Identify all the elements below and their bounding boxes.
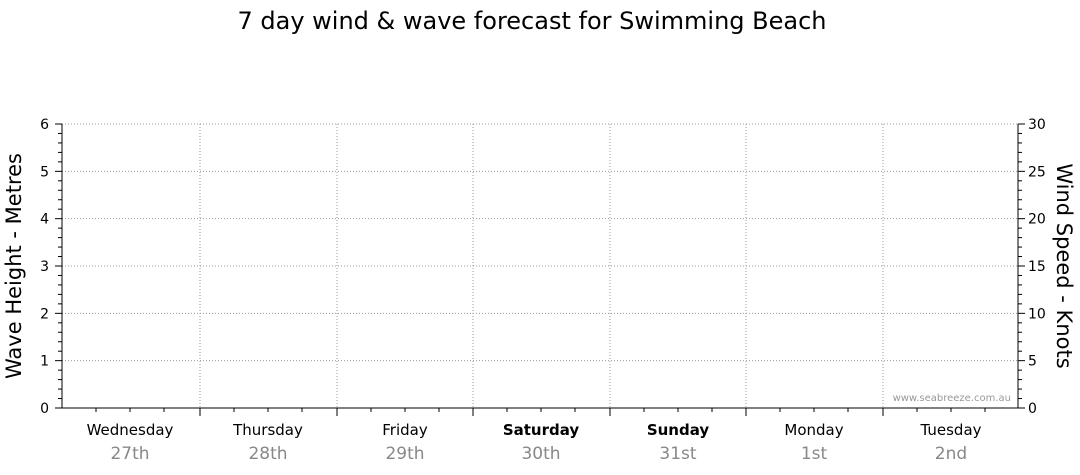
left-tick-label: 1 [40,354,49,370]
right-tick-label: 10 [1028,306,1046,322]
left-tick-label: 3 [40,259,49,275]
day-label: Sunday [647,421,710,439]
day-label: Thursday [232,421,303,439]
watermark: www.seabreeze.com.au [893,393,1011,404]
right-tick-label: 20 [1028,212,1046,228]
left-tick-label: 4 [40,212,49,228]
date-label: 29th [385,444,424,464]
grid [62,123,1018,408]
right-tick-label: 15 [1028,259,1046,275]
right-axis-title: Wind Speed - Knots [1052,163,1076,368]
right-tick-label: 5 [1028,354,1037,370]
date-label: 30th [521,444,560,464]
date-label: 27th [110,444,149,464]
axis-labels: 0 1 2 3 4 5 6 0 5 10 15 20 25 30 Wednesday 27th Thursday… [40,117,1046,464]
day-label: Friday [382,421,428,439]
day-label: Monday [784,421,843,439]
axes [55,123,1025,416]
left-axis-title: Wave Height - Metres [2,153,26,379]
left-tick-label: 0 [40,401,49,417]
day-label: Wednesday [87,421,174,439]
date-label: 1st [801,444,828,464]
date-label: 28th [248,444,287,464]
right-tick-label: 30 [1028,117,1046,133]
left-tick-label: 5 [40,164,49,180]
day-label: Tuesday [919,421,981,439]
day-label: Saturday [503,421,580,439]
date-label: 31st [659,444,696,464]
right-tick-label: 0 [1028,401,1037,417]
date-label: 2nd [935,444,967,464]
left-tick-label: 2 [40,306,49,322]
chart-title: 7 day wind & wave forecast for Swimming … [237,7,826,35]
right-tick-label: 25 [1028,164,1046,180]
left-tick-label: 6 [40,117,49,133]
